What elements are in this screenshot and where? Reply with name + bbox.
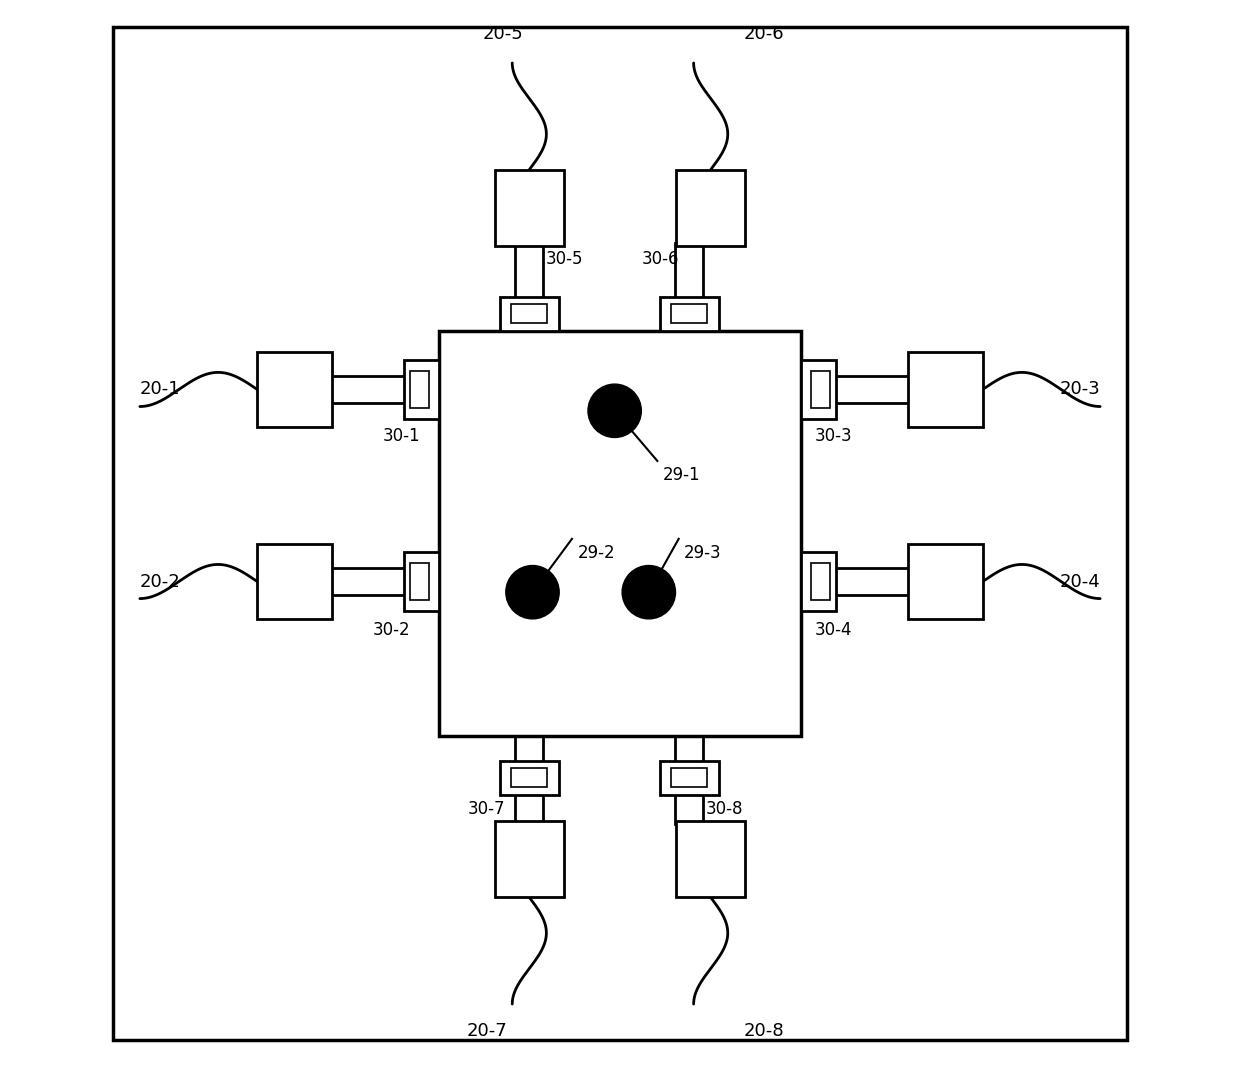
Bar	[404, 360, 439, 418]
Bar	[257, 544, 332, 619]
Bar	[257, 352, 332, 427]
Text: 20-2: 20-2	[140, 573, 180, 590]
Circle shape	[588, 384, 641, 437]
Bar	[404, 553, 439, 610]
Circle shape	[622, 566, 676, 619]
Circle shape	[506, 566, 559, 619]
Text: 20-8: 20-8	[744, 1022, 785, 1040]
Text: 20-7: 20-7	[466, 1022, 507, 1040]
Text: 20-5: 20-5	[482, 25, 523, 43]
Text: 30-7: 30-7	[467, 800, 506, 818]
Bar	[495, 170, 564, 246]
Text: 20-4: 20-4	[1060, 573, 1100, 590]
Bar	[500, 297, 559, 331]
Bar	[660, 761, 719, 795]
Text: 30-5: 30-5	[546, 250, 583, 268]
Text: 30-3: 30-3	[815, 427, 853, 445]
Text: 30-4: 30-4	[815, 621, 853, 639]
Text: 30-2: 30-2	[372, 621, 410, 639]
Bar	[500, 761, 559, 795]
Bar	[671, 768, 708, 787]
Text: 20-3: 20-3	[1060, 381, 1100, 398]
Text: 29-3: 29-3	[684, 544, 722, 562]
Bar	[409, 371, 429, 408]
Bar	[495, 821, 564, 897]
Bar	[801, 360, 836, 418]
Bar	[908, 352, 983, 427]
Bar	[811, 371, 831, 408]
Bar	[409, 563, 429, 600]
Text: 30-1: 30-1	[383, 427, 420, 445]
Text: 20-1: 20-1	[140, 381, 180, 398]
Bar	[676, 170, 745, 246]
Bar	[439, 331, 801, 736]
Bar	[511, 304, 547, 323]
Bar	[811, 563, 831, 600]
Bar	[660, 297, 719, 331]
Bar	[671, 304, 708, 323]
Bar	[676, 821, 745, 897]
Text: 29-2: 29-2	[578, 544, 615, 562]
Text: 29-1: 29-1	[662, 466, 701, 484]
Text: 30-6: 30-6	[642, 250, 680, 268]
Text: 20-6: 20-6	[744, 25, 785, 43]
Bar	[511, 768, 547, 787]
Bar	[801, 553, 836, 610]
Text: 30-8: 30-8	[706, 800, 743, 818]
Bar	[908, 544, 983, 619]
